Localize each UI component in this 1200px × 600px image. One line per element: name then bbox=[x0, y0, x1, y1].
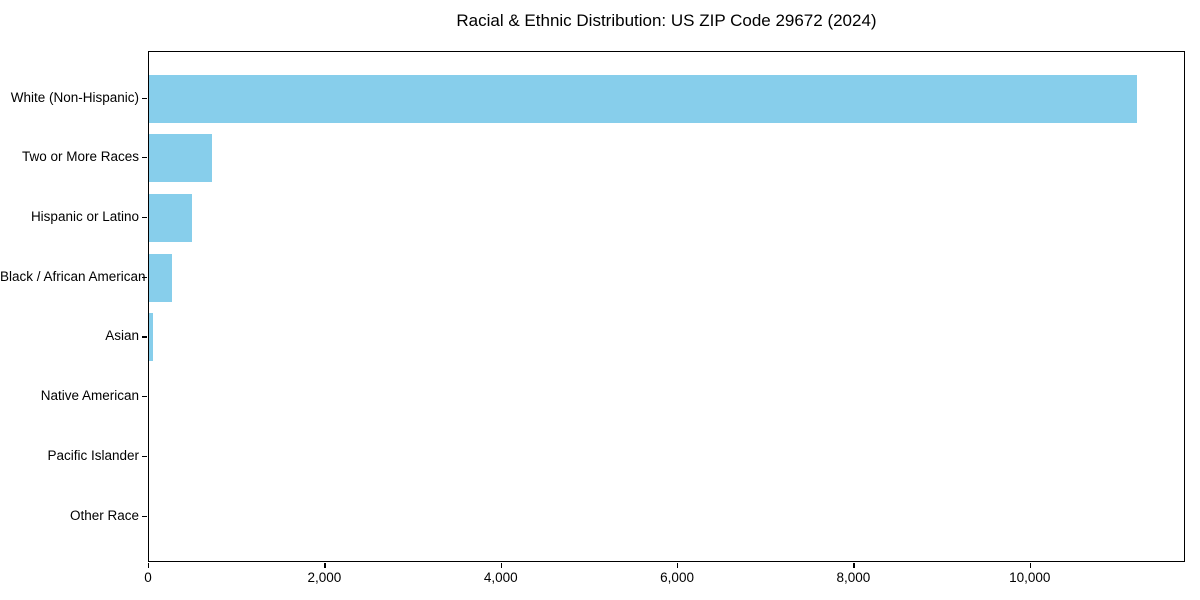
y-axis-label: Black / African American bbox=[0, 268, 146, 284]
y-tick bbox=[142, 336, 147, 338]
y-axis-label: Two or More Races bbox=[21, 149, 139, 165]
x-tick bbox=[500, 563, 502, 568]
x-tick bbox=[677, 563, 679, 568]
x-tick-label: 10,000 bbox=[1009, 570, 1051, 585]
y-axis-label: White (Non-Hispanic) bbox=[10, 89, 139, 105]
bar-two-or-more-races bbox=[149, 134, 213, 183]
y-axis-label: Other Race bbox=[69, 507, 139, 523]
y-axis-label: Hispanic or Latino bbox=[30, 208, 139, 224]
y-axis-labels: White (Non-Hispanic) Two or More Races His… bbox=[0, 51, 146, 562]
x-tick-label: 8,000 bbox=[836, 570, 871, 585]
y-tick bbox=[142, 157, 147, 159]
y-tick bbox=[142, 276, 147, 278]
x-tick-label: 4,000 bbox=[483, 570, 518, 585]
y-tick bbox=[142, 515, 147, 517]
y-axis-label: Native American bbox=[40, 388, 139, 404]
y-tick bbox=[142, 396, 147, 398]
x-tick-label: 6,000 bbox=[660, 570, 694, 585]
plot-area bbox=[148, 51, 1185, 562]
bar-black-african-american bbox=[149, 253, 173, 302]
y-axis-label: Asian bbox=[105, 328, 139, 344]
chart-title: Racial & Ethnic Distribution: US ZIP Cod… bbox=[456, 11, 877, 30]
y-axis-label: Pacific Islander bbox=[47, 447, 139, 463]
x-tick bbox=[853, 563, 855, 568]
bar-white-non-hispanic bbox=[149, 74, 1137, 123]
x-tick bbox=[324, 563, 326, 568]
y-tick bbox=[142, 455, 147, 457]
x-tick bbox=[1029, 563, 1031, 568]
y-tick bbox=[142, 216, 147, 219]
x-tick-label: 0 bbox=[144, 570, 152, 585]
y-tick bbox=[142, 97, 147, 99]
x-tick bbox=[148, 563, 150, 568]
bar-asian bbox=[149, 313, 153, 362]
bar-hispanic-or-latino bbox=[149, 193, 192, 242]
x-tick-label: 2,000 bbox=[307, 570, 342, 585]
